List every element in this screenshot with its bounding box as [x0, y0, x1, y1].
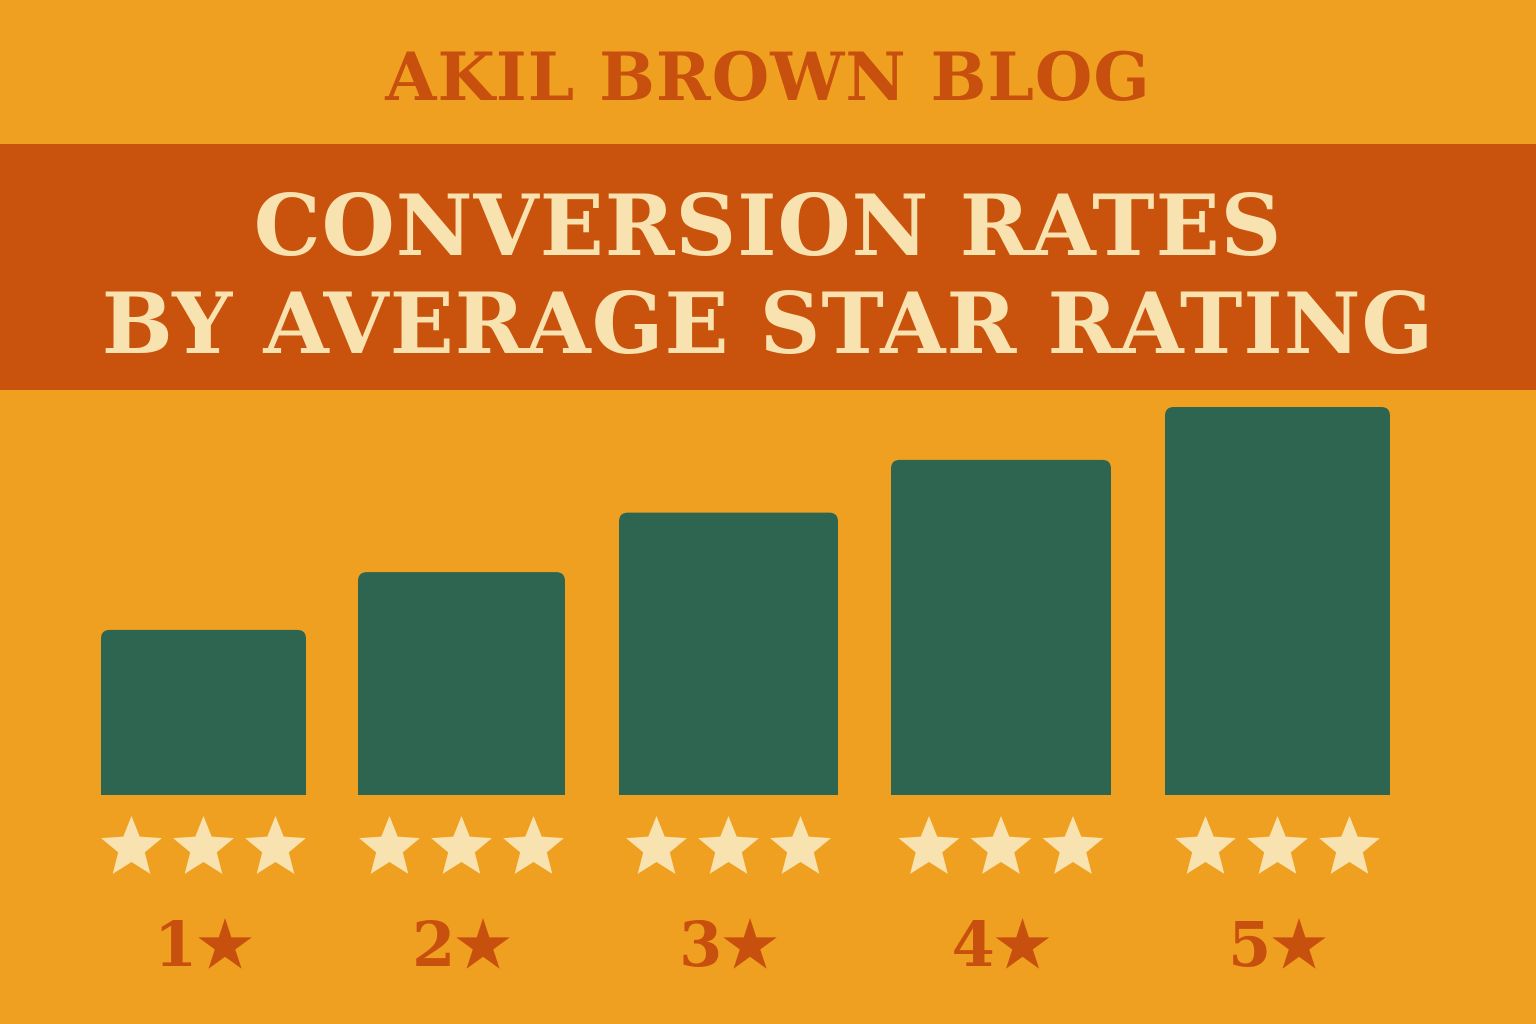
star-icon: [173, 816, 234, 874]
star-icon: [1247, 816, 1308, 874]
star-icon: [1042, 816, 1104, 874]
bar-3: [619, 512, 838, 795]
bar-2: [358, 572, 565, 795]
title-banner: CONVERSION RATES BY AVERAGE STAR RATING: [0, 144, 1536, 390]
category-label-3: 3★: [679, 908, 778, 981]
star-icon: [245, 816, 306, 874]
bar-4: [891, 459, 1111, 795]
chart-title-line-2: BY AVERAGE STAR RATING: [101, 274, 1435, 373]
star-icon: [359, 816, 420, 874]
star-icon: [101, 816, 162, 874]
blog-name: AKIL BROWN BLOG: [385, 38, 1151, 116]
star-icon: [431, 816, 492, 874]
bar-5: [1165, 407, 1390, 795]
star-icon: [970, 816, 1032, 874]
star-icon: [503, 816, 564, 874]
star-icon: [1319, 816, 1380, 874]
bar-1: [101, 629, 306, 795]
category-label-2: 2★: [412, 908, 511, 981]
star-icon: [898, 816, 960, 874]
category-label-5: 5★: [1228, 908, 1327, 981]
star-icon: [698, 816, 759, 874]
star-icon: [770, 816, 831, 874]
star-icon: [626, 816, 687, 874]
chart-title-line-1: CONVERSION RATES: [253, 176, 1283, 275]
star-icon: [1175, 816, 1236, 874]
category-label-1: 1★: [154, 908, 253, 981]
category-label-4: 4★: [952, 908, 1051, 981]
